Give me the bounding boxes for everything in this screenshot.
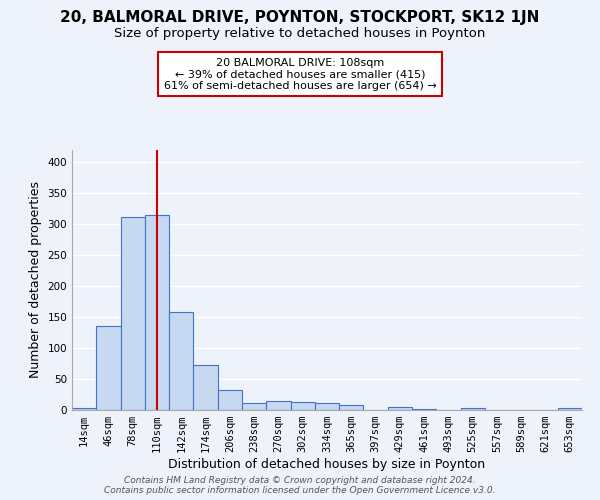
- Bar: [193, 366, 218, 410]
- Text: 20 BALMORAL DRIVE: 108sqm
← 39% of detached houses are smaller (415)
61% of semi: 20 BALMORAL DRIVE: 108sqm ← 39% of detac…: [164, 58, 436, 90]
- Text: Size of property relative to detached houses in Poynton: Size of property relative to detached ho…: [115, 28, 485, 40]
- Bar: [461, 408, 485, 410]
- Bar: [315, 403, 339, 410]
- Bar: [290, 402, 315, 410]
- Bar: [169, 312, 193, 410]
- Bar: [121, 217, 145, 410]
- Y-axis label: Number of detached properties: Number of detached properties: [29, 182, 42, 378]
- Bar: [558, 408, 582, 410]
- Text: 20, BALMORAL DRIVE, POYNTON, STOCKPORT, SK12 1JN: 20, BALMORAL DRIVE, POYNTON, STOCKPORT, …: [61, 10, 539, 25]
- Bar: [96, 326, 121, 410]
- Bar: [72, 408, 96, 410]
- Bar: [388, 407, 412, 410]
- X-axis label: Distribution of detached houses by size in Poynton: Distribution of detached houses by size …: [169, 458, 485, 471]
- Bar: [339, 405, 364, 410]
- Text: Contains HM Land Registry data © Crown copyright and database right 2024.
Contai: Contains HM Land Registry data © Crown c…: [104, 476, 496, 495]
- Bar: [412, 409, 436, 410]
- Bar: [145, 215, 169, 410]
- Bar: [242, 403, 266, 410]
- Bar: [218, 390, 242, 410]
- Bar: [266, 400, 290, 410]
